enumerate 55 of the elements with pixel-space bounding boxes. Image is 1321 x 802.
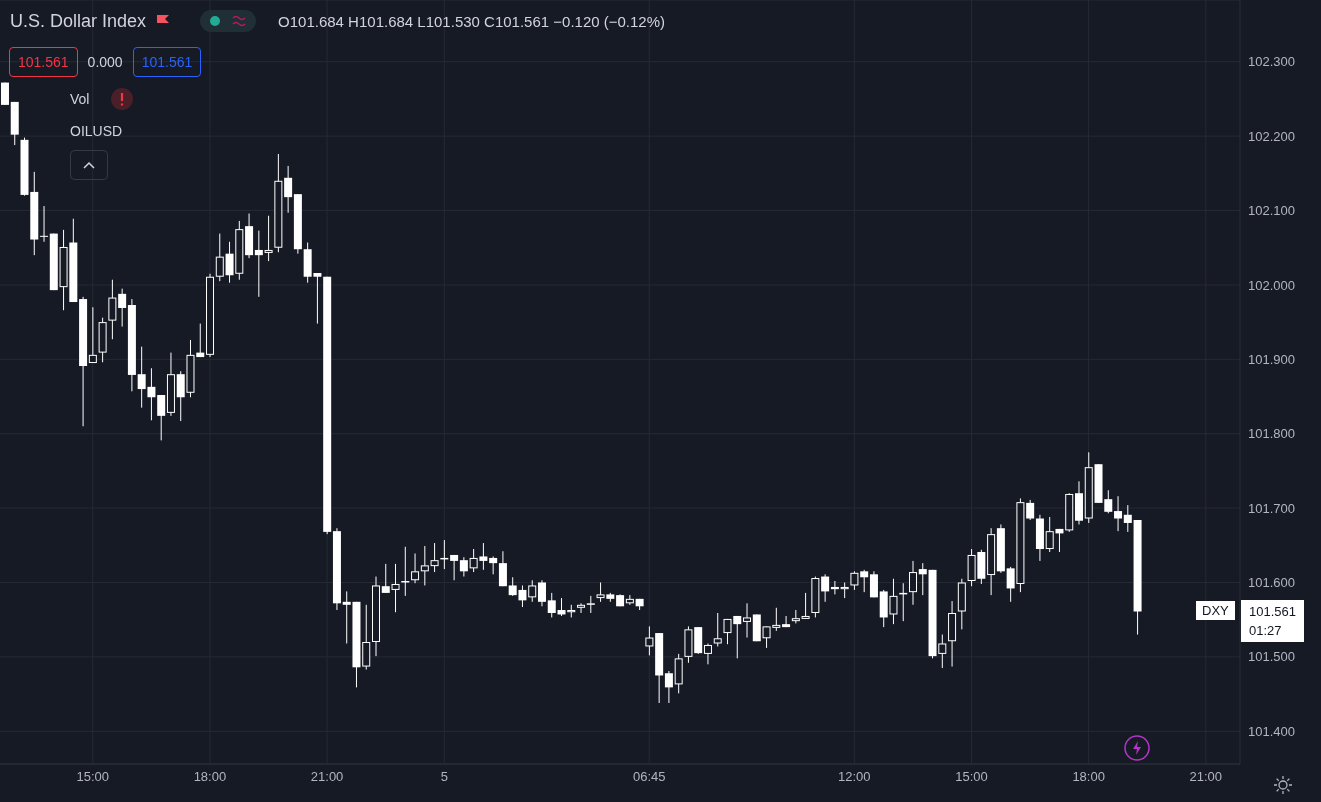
y-tick-label: 101.900 [1248,351,1295,367]
x-tick-label: 18:00 [1072,769,1105,785]
candlestick [88,306,97,364]
x-tick-label: 15:00 [76,769,110,785]
annotation: 0.000 [87,54,123,70]
annotation: Vol [70,91,90,107]
candlestick [440,539,449,570]
candlestick [625,594,634,606]
x-tick-label: 12:00 [838,769,871,785]
x-tick-label: 21:00 [310,769,344,785]
y-tick-label: 101.500 [1248,649,1295,665]
annotation: 101.561 [132,47,202,77]
candlestick [411,552,420,584]
candlestick [157,394,166,441]
y-tick-label: 101.700 [1248,500,1295,516]
y-tick-label: 101.600 [1248,575,1295,591]
candlestick [918,562,927,596]
y-tick-label: 101.800 [1248,426,1295,442]
candlestick [401,546,410,597]
candlestick [528,579,537,603]
text: 101.561 [1249,603,1296,621]
x-tick-label: 15:00 [955,769,988,785]
candlestick [547,592,556,618]
annotation: O101.684 H101.684 L101.530 C101.561 −0.120 (−0.12%) [278,12,666,30]
candlestick [664,670,673,704]
y-tick-label: 102.200 [1248,128,1295,144]
text: 01:27 [1249,622,1283,640]
candlestick [743,602,752,639]
annotation: DXY [1196,601,1235,620]
annotation: OILUSD [70,123,123,139]
y-tick-label: 101.400 [1248,723,1295,739]
candlestick [713,612,722,647]
candlestick [909,560,918,606]
candlestick [498,550,507,587]
text: U.S. Dollar Index [10,10,147,32]
candlestick [215,233,224,282]
candlestick [362,604,371,671]
y-tick-label: 102.300 [1248,54,1295,70]
candlestick [1123,504,1132,533]
candlestick [899,582,908,622]
candlestick [577,602,586,614]
y-tick-label: 102.100 [1248,203,1295,219]
candlestick [450,554,459,581]
candlestick [782,615,791,628]
x-tick-label: 5 [440,769,448,785]
x-tick-label: 06:45 [633,769,666,785]
x-tick-label: 18:00 [193,769,227,785]
x-tick-label: 21:00 [1189,769,1223,785]
candlestick [537,579,546,607]
candlestick [703,642,712,665]
candlestick [40,205,49,243]
candlestick [869,570,878,598]
y-tick-label: 102.000 [1248,277,1295,293]
annotation: 101.561 [9,47,78,77]
candlestick [1114,495,1123,532]
